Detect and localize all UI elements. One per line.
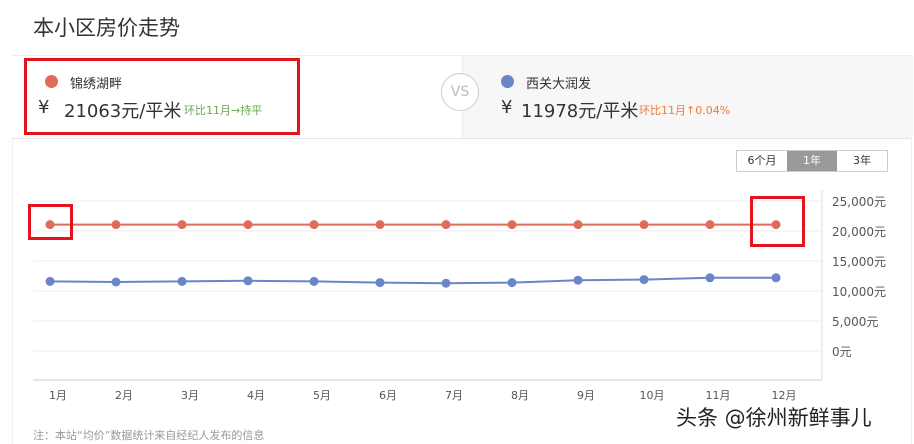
community-name: 西关大润发 bbox=[526, 77, 592, 92]
y-tick-label: 25,000元 bbox=[832, 195, 886, 209]
highlight-box bbox=[750, 196, 805, 247]
highlight-box bbox=[28, 204, 73, 240]
data-point bbox=[573, 275, 583, 285]
data-point bbox=[705, 273, 715, 283]
y-tick-label: 20,000元 bbox=[832, 225, 886, 239]
range-tabs: 6个月 1年 3年 bbox=[736, 150, 888, 172]
compare-cards: 锦绣湖畔 ¥ 21063元/平米 环比11月→持平 西关大润发 ¥ 11978元… bbox=[12, 55, 913, 139]
data-point bbox=[177, 276, 187, 286]
y-tick-label: 15,000元 bbox=[832, 255, 886, 269]
data-point bbox=[375, 220, 385, 230]
compare-card-left[interactable]: 锦绣湖畔 ¥ 21063元/平米 环比11月→持平 bbox=[12, 56, 462, 138]
tab-6-months[interactable]: 6个月 bbox=[747, 154, 777, 167]
data-point bbox=[639, 220, 649, 230]
x-tick-label: 7月 bbox=[445, 389, 463, 402]
data-point bbox=[375, 278, 385, 288]
data-point bbox=[309, 276, 319, 286]
data-point bbox=[771, 273, 781, 283]
chart-frame bbox=[12, 137, 912, 444]
community-name: 锦绣湖畔 bbox=[70, 77, 123, 92]
compare-card-right[interactable]: 西关大润发 ¥ 11978元/平米 环比11月↑0.04% bbox=[462, 56, 913, 138]
tab-3-years[interactable]: 3年 bbox=[853, 154, 871, 167]
data-point bbox=[177, 220, 187, 230]
x-tick-label: 2月 bbox=[115, 389, 133, 402]
watermark: 头条 @徐州新鲜事儿 bbox=[676, 406, 872, 430]
page-title: 本小区房价走势 bbox=[33, 16, 180, 40]
tab-1-year[interactable]: 1年 bbox=[787, 151, 837, 171]
x-tick-label: 11月 bbox=[706, 389, 731, 402]
footnote: 注：本站“均价”数据统计来自经纪人发布的信息 bbox=[33, 429, 265, 442]
data-point bbox=[705, 220, 715, 230]
x-tick-label: 4月 bbox=[247, 389, 265, 402]
data-point bbox=[507, 278, 517, 288]
change-text: 环比11月→持平 bbox=[184, 104, 263, 117]
x-tick-label: 1月 bbox=[49, 389, 67, 402]
currency: ¥ bbox=[501, 97, 513, 118]
x-tick-label: 10月 bbox=[640, 389, 665, 402]
data-point bbox=[111, 277, 121, 287]
data-point bbox=[441, 220, 451, 230]
data-point bbox=[45, 220, 55, 230]
change-text: 环比11月↑0.04% bbox=[639, 104, 731, 117]
x-tick-label: 12月 bbox=[772, 389, 797, 402]
series-dot-icon bbox=[501, 75, 514, 88]
y-tick-label: 0元 bbox=[832, 345, 852, 359]
price: 11978元/平米 bbox=[521, 101, 639, 122]
data-point bbox=[111, 220, 121, 230]
data-point bbox=[45, 276, 55, 286]
data-point bbox=[243, 276, 253, 286]
data-point bbox=[639, 275, 649, 285]
data-point bbox=[771, 220, 781, 230]
y-tick-label: 10,000元 bbox=[832, 285, 886, 299]
data-point bbox=[243, 220, 253, 230]
data-point bbox=[441, 278, 451, 288]
data-point bbox=[573, 220, 583, 230]
y-tick-label: 5,000元 bbox=[832, 315, 878, 329]
x-tick-label: 8月 bbox=[511, 389, 529, 402]
x-tick-label: 5月 bbox=[313, 389, 331, 402]
vs-badge: VS bbox=[441, 73, 479, 111]
data-point bbox=[309, 220, 319, 230]
data-point bbox=[507, 220, 517, 230]
x-tick-label: 9月 bbox=[577, 389, 595, 402]
highlight-box bbox=[24, 58, 300, 135]
currency: ¥ bbox=[38, 97, 50, 118]
series-dot-icon bbox=[45, 75, 58, 88]
x-tick-label: 3月 bbox=[181, 389, 199, 402]
series-line bbox=[49, 276, 776, 285]
price: 21063元/平米 bbox=[64, 101, 182, 122]
x-tick-label: 6月 bbox=[379, 389, 397, 402]
